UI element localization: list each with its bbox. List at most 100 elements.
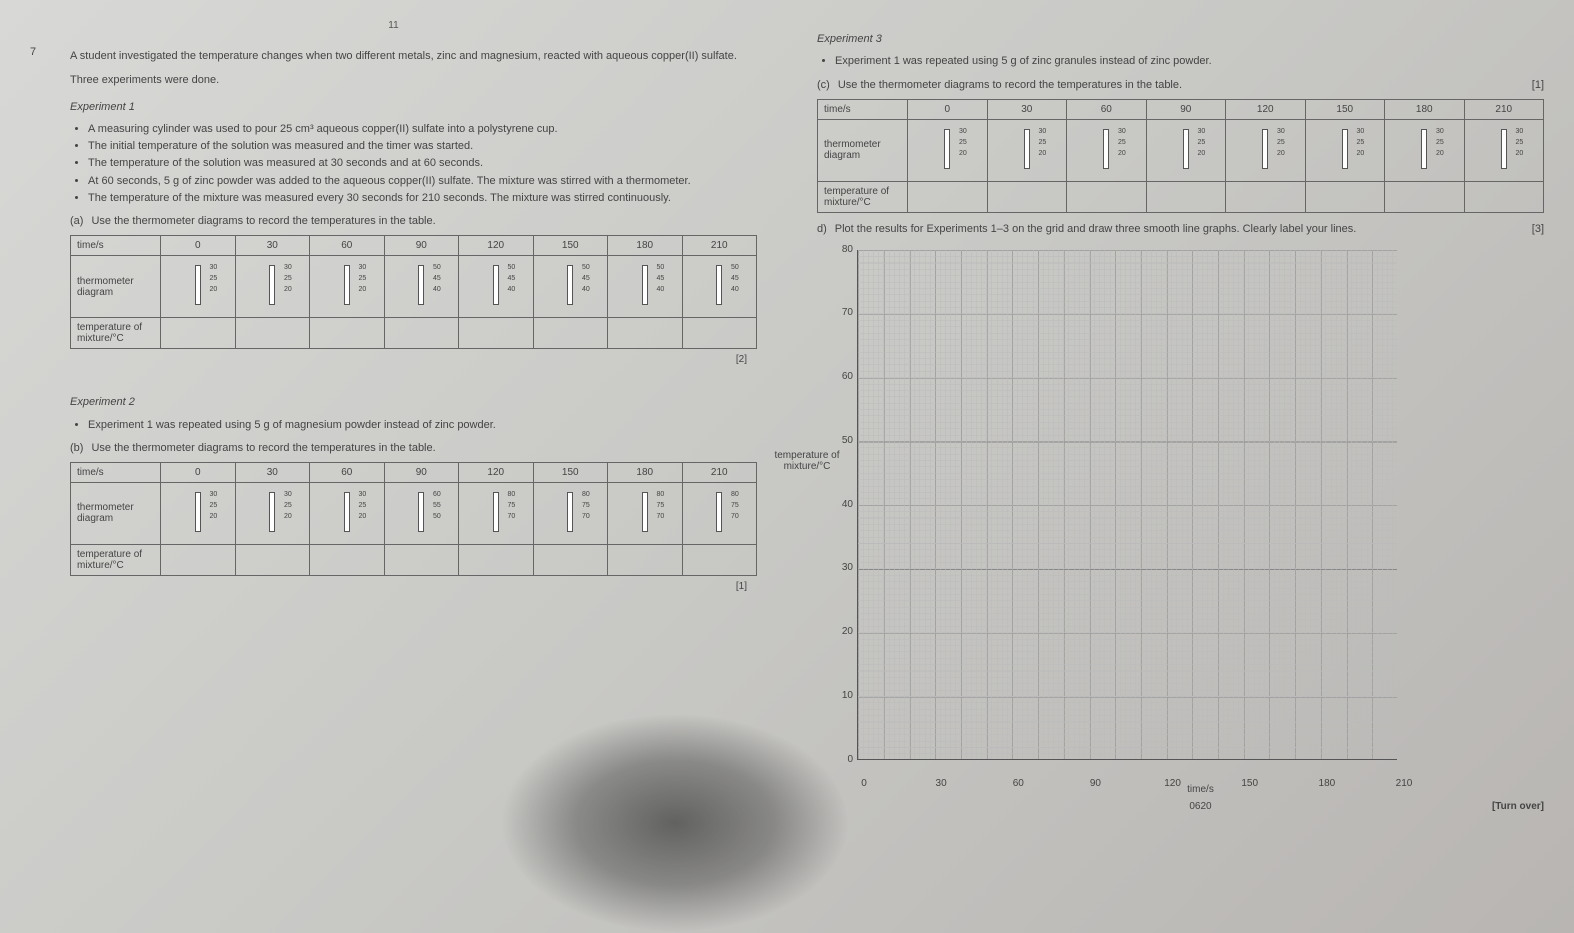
graph-xlabel: time/s (857, 784, 1544, 795)
y-tick-label: 80 (829, 244, 853, 255)
col-thermo: thermometer diagram (71, 482, 161, 544)
time-header: 150 (533, 462, 608, 482)
thermometer-diagram: 302520 (1067, 119, 1147, 181)
time-header: 120 (1226, 99, 1306, 119)
col-time: time/s (818, 99, 908, 119)
y-tick-label: 0 (829, 754, 853, 765)
thermometer-diagram: 504540 (608, 256, 683, 318)
col-temp: temperature of mixture/°C (818, 181, 908, 212)
thermometer-diagram: 504540 (459, 256, 534, 318)
exp1-bullet: The initial temperature of the solution … (88, 139, 757, 153)
sub-a-text: Use the thermometer diagrams to record t… (91, 215, 435, 227)
sub-d-letter: d) (817, 223, 827, 235)
time-header: 90 (384, 236, 459, 256)
thermometer-diagram: 302520 (1226, 119, 1306, 181)
thermometer-diagram: 807570 (459, 482, 534, 544)
time-header: 150 (533, 236, 608, 256)
time-header: 210 (682, 462, 757, 482)
thermometer-diagram: 504540 (384, 256, 459, 318)
y-tick-label: 50 (829, 435, 853, 446)
exp3-mark-d: [3] (1532, 223, 1544, 235)
sub-c-text: Use the thermometer diagrams to record t… (838, 79, 1182, 91)
thermometer-diagram: 302520 (908, 119, 988, 181)
exp2-mark: [1] (70, 581, 757, 592)
sub-b-text: Use the thermometer diagrams to record t… (91, 442, 435, 454)
time-header: 30 (235, 462, 310, 482)
time-header: 60 (1067, 99, 1147, 119)
thermometer-diagram: 605550 (384, 482, 459, 544)
y-tick-label: 40 (829, 499, 853, 510)
thermometer-diagram: 302520 (1305, 119, 1385, 181)
y-tick-label: 70 (829, 307, 853, 318)
time-header: 0 (908, 99, 988, 119)
time-header: 180 (608, 236, 683, 256)
y-tick-label: 30 (829, 562, 853, 573)
y-tick-label: 60 (829, 371, 853, 382)
time-header: 120 (459, 462, 534, 482)
thermometer-diagram: 807570 (533, 482, 608, 544)
graph: temperature of mixture/°C 80706050403020… (857, 250, 1544, 760)
thermometer-diagram: 504540 (533, 256, 608, 318)
col-time: time/s (71, 236, 161, 256)
exp1-bullet: A measuring cylinder was used to pour 25… (88, 122, 757, 136)
thermometer-diagram: 302520 (1464, 119, 1544, 181)
exp3-bullet: Experiment 1 was repeated using 5 g of z… (835, 54, 1544, 68)
graph-grid (857, 250, 1397, 760)
thermometer-diagram: 302520 (987, 119, 1067, 181)
sub-d-text: Plot the results for Experiments 1–3 on … (835, 223, 1357, 235)
exp1-title: Experiment 1 (70, 100, 757, 114)
thermometer-diagram: 302520 (235, 256, 310, 318)
time-header: 210 (1464, 99, 1544, 119)
time-header: 30 (235, 236, 310, 256)
page-number: 11 (30, 20, 757, 31)
time-header: 30 (987, 99, 1067, 119)
time-header: 60 (310, 462, 385, 482)
thermometer-diagram: 302520 (1385, 119, 1465, 181)
exp3-table: time/s 0 30 60 90 120 150 180 210 thermo… (817, 99, 1544, 213)
thermometer-diagram: 807570 (608, 482, 683, 544)
time-header: 0 (161, 462, 236, 482)
exp1-bullet: The temperature of the mixture was measu… (88, 191, 757, 205)
thermometer-diagram: 302520 (235, 482, 310, 544)
thermometer-diagram: 302520 (310, 256, 385, 318)
time-header: 150 (1305, 99, 1385, 119)
y-tick-label: 10 (829, 690, 853, 701)
col-thermo: thermometer diagram (818, 119, 908, 181)
exp1-bullets: A measuring cylinder was used to pour 25… (70, 122, 757, 205)
time-header: 90 (1146, 99, 1226, 119)
footer-code: 0620 (857, 801, 1544, 812)
experiments-done: Three experiments were done. (70, 73, 757, 87)
exp1-bullet: At 60 seconds, 5 g of zinc powder was ad… (88, 174, 757, 188)
time-header: 120 (459, 236, 534, 256)
exp1-bullet: The temperature of the solution was meas… (88, 156, 757, 170)
col-temp: temperature of mixture/°C (71, 544, 161, 575)
time-header: 90 (384, 462, 459, 482)
time-header: 0 (161, 236, 236, 256)
turn-over: [Turn over] (1492, 801, 1544, 812)
time-header: 180 (608, 462, 683, 482)
exp2-bullet: Experiment 1 was repeated using 5 g of m… (88, 418, 757, 432)
thermometer-diagram: 504540 (682, 256, 757, 318)
exp3-mark-c: [1] (1532, 79, 1544, 91)
time-header: 60 (310, 236, 385, 256)
col-time: time/s (71, 462, 161, 482)
sub-c-letter: (c) (817, 79, 830, 91)
exp1-mark: [2] (70, 354, 757, 365)
exp3-title: Experiment 3 (817, 32, 1544, 46)
thermometer-diagram: 302520 (310, 482, 385, 544)
time-header: 210 (682, 236, 757, 256)
question-number: 7 (30, 46, 50, 592)
exp1-table: time/s 0 30 60 90 120 150 180 210 thermo… (70, 235, 757, 349)
y-tick-label: 20 (829, 626, 853, 637)
thermometer-diagram: 302520 (161, 256, 236, 318)
exp2-title: Experiment 2 (70, 395, 757, 409)
thermometer-diagram: 302520 (1146, 119, 1226, 181)
sub-b-letter: (b) (70, 442, 83, 454)
thermometer-diagram: 807570 (682, 482, 757, 544)
sub-a-letter: (a) (70, 215, 83, 227)
question-intro: A student investigated the temperature c… (70, 49, 757, 63)
thermometer-diagram: 302520 (161, 482, 236, 544)
col-temp: temperature of mixture/°C (71, 318, 161, 349)
graph-ylabel: temperature of mixture/°C (767, 450, 847, 472)
col-thermo: thermometer diagram (71, 256, 161, 318)
